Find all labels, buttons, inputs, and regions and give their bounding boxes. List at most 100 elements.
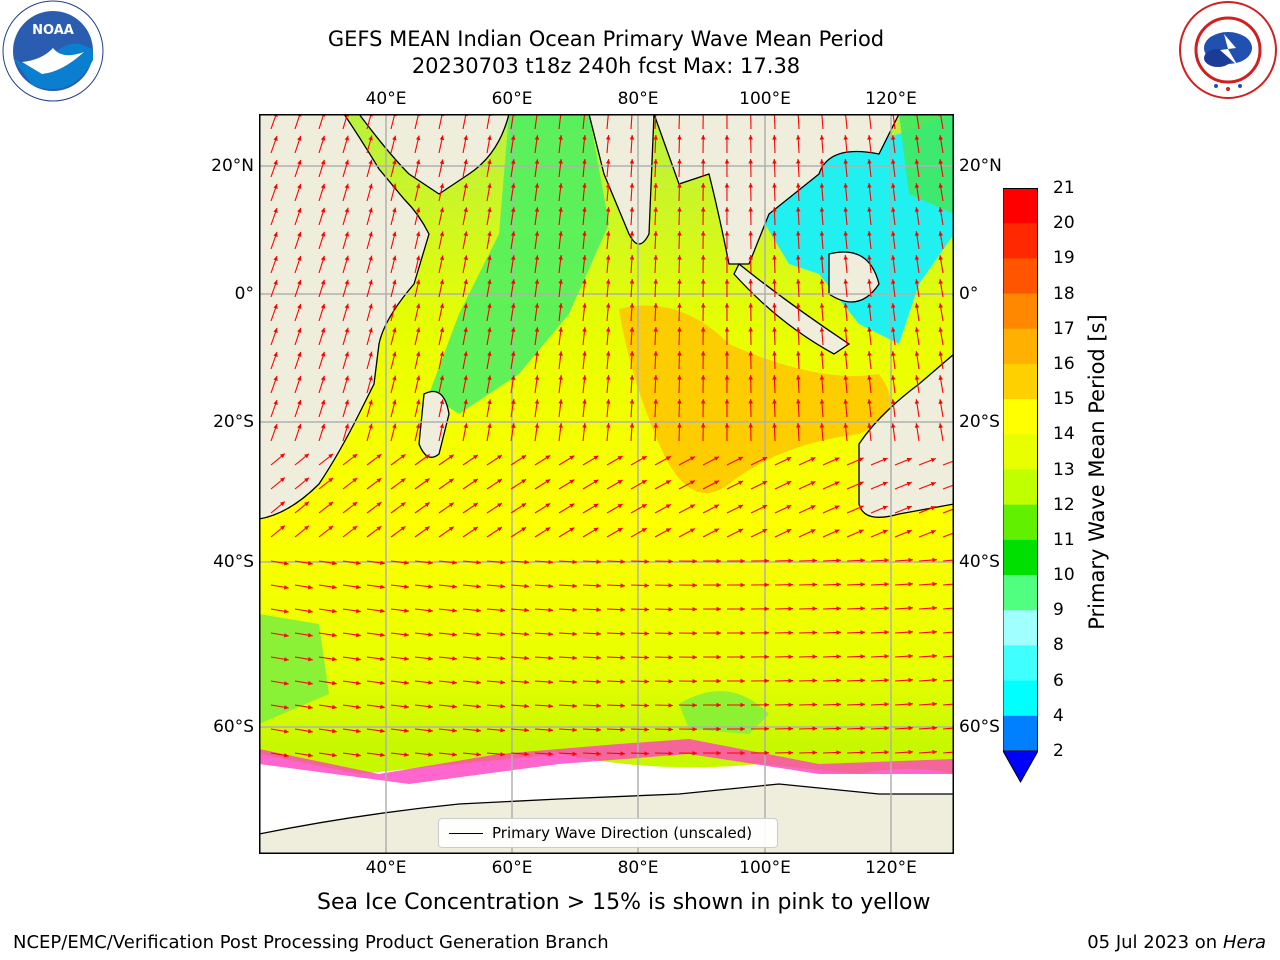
wave-arrow-head bbox=[297, 183, 302, 189]
wave-arrow-head bbox=[653, 375, 658, 380]
lon-tick-bottom: 60°E bbox=[491, 858, 533, 878]
wave-arrow-head bbox=[280, 477, 285, 483]
colorbar-band bbox=[1003, 645, 1038, 682]
wave-arrow-head bbox=[819, 423, 825, 428]
wave-arrow-head bbox=[860, 678, 865, 683]
wave-arrow-head bbox=[428, 704, 433, 709]
wave-arrow-head bbox=[500, 631, 505, 637]
wave-arrow-head bbox=[273, 208, 278, 213]
wave-arrow-head bbox=[629, 399, 635, 404]
wave-arrow-head bbox=[812, 702, 817, 707]
wave-arrow-head bbox=[914, 399, 920, 404]
wave-arrow-shaft bbox=[942, 559, 954, 562]
wave-arrow-head bbox=[273, 184, 278, 189]
wave-arrow-head bbox=[534, 207, 540, 212]
wave-arrow-head bbox=[510, 183, 516, 188]
wave-arrow-head bbox=[400, 502, 406, 507]
wave-arrow-head bbox=[392, 399, 397, 405]
wave-arrow-head bbox=[582, 255, 587, 260]
wave-arrow-head bbox=[796, 279, 801, 284]
wave-arrow-head bbox=[428, 752, 433, 757]
wave-arrow-head bbox=[284, 681, 289, 686]
wave-arrow-head bbox=[415, 375, 421, 381]
wave-arrow-head bbox=[692, 727, 697, 732]
wave-arrow-head bbox=[665, 456, 671, 461]
wave-arrow-head bbox=[487, 279, 492, 285]
wave-arrow-head bbox=[415, 327, 421, 333]
wave-arrow-head bbox=[593, 455, 599, 460]
footer-credit: NCEP/EMC/Verification Post Processing Pr… bbox=[13, 932, 609, 953]
wave-arrow-head bbox=[593, 479, 599, 484]
map-legend: Primary Wave Direction (unscaled) bbox=[438, 818, 778, 848]
wave-arrow-head bbox=[819, 279, 825, 284]
wave-arrow-head bbox=[439, 255, 445, 261]
wave-arrow-head bbox=[452, 584, 457, 589]
wave-arrow-head bbox=[629, 351, 635, 356]
wave-arrow-head bbox=[487, 207, 492, 213]
wave-arrow-head bbox=[510, 327, 516, 332]
footer-host: Hera bbox=[1222, 932, 1266, 953]
wave-arrow-head bbox=[677, 207, 682, 212]
wave-arrow-head bbox=[906, 529, 912, 535]
wave-arrow-head bbox=[284, 753, 289, 758]
wave-arrow-head bbox=[510, 375, 516, 380]
wave-arrow-head bbox=[644, 751, 649, 756]
colorbar-label: Primary Wave Mean Period [s] bbox=[1085, 314, 1109, 630]
wave-arrow-head bbox=[368, 399, 373, 405]
wave-arrow-head bbox=[819, 231, 825, 236]
wave-arrow-head bbox=[380, 728, 385, 734]
wave-arrow-head bbox=[452, 656, 457, 661]
wave-arrow-head bbox=[500, 583, 505, 589]
colorbar-band bbox=[1003, 469, 1038, 506]
wave-arrow-head bbox=[487, 327, 492, 333]
wave-arrow-head bbox=[463, 183, 468, 189]
wave-arrow-head bbox=[320, 231, 326, 237]
colorbar-bands bbox=[1003, 188, 1038, 752]
wave-arrow-head bbox=[891, 423, 896, 428]
wave-arrow-head bbox=[344, 231, 349, 237]
wave-arrow-head bbox=[677, 159, 682, 164]
wave-arrow-head bbox=[810, 529, 816, 534]
wave-arrow-head bbox=[352, 478, 358, 483]
wave-arrow-head bbox=[843, 255, 848, 260]
wave-arrow-head bbox=[452, 728, 457, 733]
wave-arrow-head bbox=[344, 279, 349, 285]
wave-arrow-head bbox=[280, 453, 285, 459]
wave-arrow-head bbox=[548, 655, 553, 661]
wave-arrow-head bbox=[932, 581, 937, 587]
wave-arrow-head bbox=[740, 726, 745, 732]
wave-arrow-head bbox=[500, 607, 505, 613]
wave-arrow-head bbox=[724, 207, 730, 212]
wave-arrow-head bbox=[569, 527, 575, 532]
wave-arrow-head bbox=[700, 375, 706, 380]
wave-arrow-head bbox=[297, 399, 302, 405]
wave-arrow-head bbox=[724, 159, 730, 164]
wave-arrow-head bbox=[938, 255, 943, 260]
wave-arrow-head bbox=[914, 351, 920, 356]
wave-arrow-head bbox=[689, 528, 695, 533]
wave-arrow-shaft bbox=[797, 114, 800, 130]
wave-arrow-head bbox=[328, 501, 334, 507]
wave-arrow-head bbox=[308, 680, 313, 686]
wave-arrow-head bbox=[882, 529, 888, 534]
wave-arrow-head bbox=[376, 502, 382, 507]
colorbar-tick: 17 bbox=[1053, 318, 1075, 339]
wave-arrow-head bbox=[308, 584, 313, 590]
wave-arrow-head bbox=[548, 703, 553, 709]
wave-arrow-head bbox=[500, 655, 505, 661]
lat-tick-left: 40°S bbox=[213, 552, 254, 572]
wave-arrow-head bbox=[392, 375, 397, 381]
wave-arrow-head bbox=[558, 135, 563, 140]
wave-arrow-head bbox=[764, 582, 769, 588]
wave-arrow-head bbox=[392, 279, 397, 285]
wave-arrow-head bbox=[510, 423, 516, 428]
wave-arrow-head bbox=[297, 159, 302, 165]
wave-arrow-head bbox=[548, 559, 553, 565]
wave-arrow-head bbox=[772, 135, 777, 140]
wave-arrow-head bbox=[424, 478, 430, 483]
wave-arrow-head bbox=[521, 455, 527, 460]
wave-arrow-head bbox=[605, 255, 611, 260]
wave-arrow-head bbox=[819, 255, 825, 260]
wave-arrow-head bbox=[908, 653, 913, 659]
wave-arrow-head bbox=[867, 135, 872, 140]
